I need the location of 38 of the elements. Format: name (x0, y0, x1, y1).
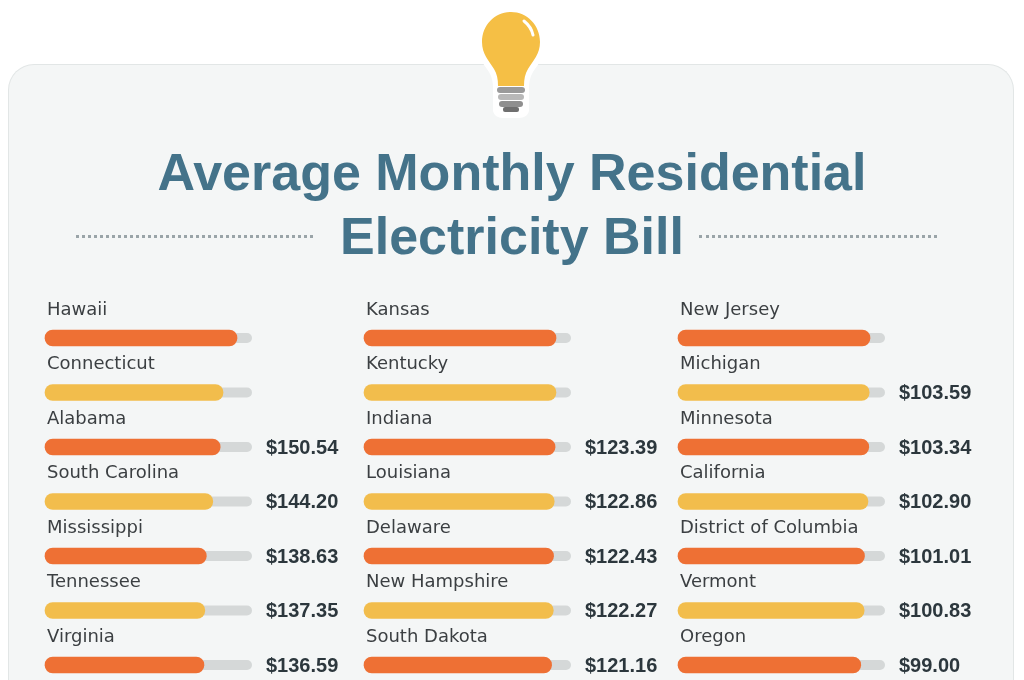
y-tick-label: Tennessee (46, 570, 141, 592)
data-label: $122.43 (585, 544, 658, 567)
data-label: $122.27 (585, 599, 658, 622)
data-label: $101.01 (899, 544, 972, 567)
y-tick-label: Kentucky (366, 352, 449, 374)
data-label: $123.39 (585, 435, 658, 458)
text: Average Monthly Residential Electricity Bill (156, 142, 868, 267)
y-tick-label: Delaware (366, 515, 451, 537)
y-tick-label: Oregon (680, 624, 747, 646)
data-label: $138.63 (266, 544, 339, 567)
data-label: $103.59 (899, 381, 972, 404)
y-tick-label: Virginia (47, 624, 115, 646)
y-tick-label: Michigan (680, 352, 761, 374)
data-label: $136.59 (266, 653, 339, 676)
y-tick-label: Connecticut (47, 352, 155, 374)
data-label: $100.83 (899, 599, 972, 622)
data-label: $122.86 (585, 490, 658, 513)
data-label: $137.35 (266, 599, 339, 622)
data-label: $99.00 (899, 653, 961, 676)
y-tick-label: Vermont (680, 570, 757, 592)
y-tick-label: South Carolina (47, 461, 180, 483)
data-label: $102.90 (899, 490, 972, 513)
y-tick-label: South Dakota (366, 624, 488, 646)
y-tick-label: Kansas (366, 297, 430, 319)
y-tick-label: Alabama (47, 406, 127, 428)
y-tick-label: Minnesota (680, 406, 773, 428)
data-label: $121.16 (585, 653, 658, 676)
y-tick-label: New Jersey (680, 297, 781, 319)
y-tick-label: California (680, 461, 766, 483)
y-tick-label: Indiana (366, 406, 433, 428)
y-tick-label: Mississippi (47, 515, 143, 537)
y-tick-label: Louisiana (366, 461, 451, 483)
y-tick-label: New Hampshire (366, 570, 509, 592)
data-label: $103.34 (899, 435, 973, 458)
data-label: $150.54 (266, 435, 340, 458)
data-label: $144.20 (266, 490, 339, 513)
y-tick-label: Hawaii (47, 297, 108, 319)
y-tick-label: District of Columbia (680, 515, 859, 537)
